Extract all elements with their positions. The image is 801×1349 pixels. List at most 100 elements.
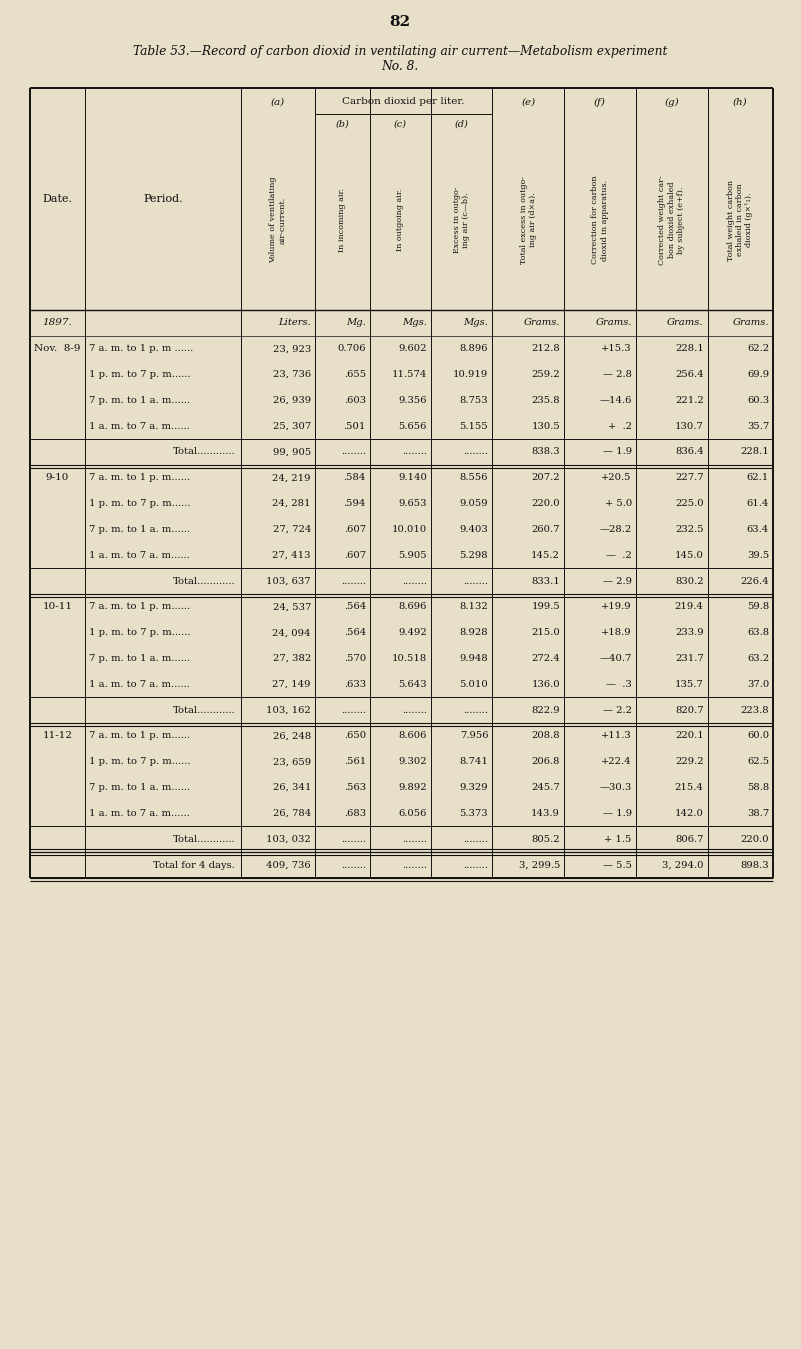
Text: 62.2: 62.2 (747, 344, 769, 353)
Text: 103, 162: 103, 162 (266, 706, 311, 715)
Text: ........: ........ (341, 835, 366, 843)
Text: 10.919: 10.919 (453, 370, 489, 379)
Text: 39.5: 39.5 (747, 550, 769, 560)
Text: 220.0: 220.0 (740, 835, 769, 843)
Text: —30.3: —30.3 (599, 784, 632, 792)
Text: 26, 939: 26, 939 (273, 395, 311, 405)
Text: (e): (e) (521, 97, 535, 107)
Text: 63.2: 63.2 (747, 654, 769, 664)
Text: 6.056: 6.056 (399, 809, 427, 817)
Text: 199.5: 199.5 (531, 603, 560, 611)
Text: .633: .633 (344, 680, 366, 689)
Text: — 2.8: — 2.8 (603, 370, 632, 379)
Text: Date.: Date. (42, 194, 72, 204)
Text: 7 a. m. to 1 p. m......: 7 a. m. to 1 p. m...... (89, 473, 190, 483)
Text: 3, 294.0: 3, 294.0 (662, 861, 703, 870)
Text: Grams.: Grams. (524, 318, 560, 328)
Text: 130.7: 130.7 (674, 422, 703, 430)
Text: 215.4: 215.4 (674, 784, 703, 792)
Text: 235.8: 235.8 (531, 395, 560, 405)
Text: 8.606: 8.606 (399, 731, 427, 741)
Text: 7 a. m. to 1 p. m ......: 7 a. m. to 1 p. m ...... (89, 344, 193, 353)
Text: .584: .584 (344, 473, 366, 483)
Text: 8.696: 8.696 (399, 603, 427, 611)
Text: 822.9: 822.9 (531, 706, 560, 715)
Text: Nov.  8-9: Nov. 8-9 (34, 344, 81, 353)
Text: 5.155: 5.155 (460, 422, 489, 430)
Text: 103, 637: 103, 637 (266, 576, 311, 585)
Text: 24, 094: 24, 094 (272, 629, 311, 637)
Text: 1 p. m. to 7 p. m......: 1 p. m. to 7 p. m...... (89, 499, 191, 509)
Text: 8.896: 8.896 (460, 344, 489, 353)
Text: 24, 281: 24, 281 (272, 499, 311, 509)
Text: 60.0: 60.0 (747, 731, 769, 741)
Text: 5.905: 5.905 (398, 550, 427, 560)
Text: 142.0: 142.0 (674, 809, 703, 817)
Text: +15.3: +15.3 (602, 344, 632, 353)
Text: 208.8: 208.8 (531, 731, 560, 741)
Text: .594: .594 (344, 499, 366, 509)
Text: 26, 341: 26, 341 (272, 784, 311, 792)
Text: 806.7: 806.7 (675, 835, 703, 843)
Text: 8.741: 8.741 (460, 757, 489, 766)
Text: 1 a. m. to 7 a. m......: 1 a. m. to 7 a. m...... (89, 550, 190, 560)
Text: Table 53.—Record of carbon dioxid in ventilating air current—Metabolism experime: Table 53.—Record of carbon dioxid in ven… (133, 46, 667, 58)
Text: (b): (b) (336, 120, 349, 128)
Text: (f): (f) (594, 97, 606, 107)
Text: (g): (g) (664, 97, 679, 107)
Text: 5.643: 5.643 (398, 680, 427, 689)
Text: —  .2: — .2 (606, 550, 632, 560)
Text: Grams.: Grams. (667, 318, 703, 328)
Text: .570: .570 (344, 654, 366, 664)
Text: 10.518: 10.518 (392, 654, 427, 664)
Text: 99, 905: 99, 905 (272, 448, 311, 456)
Text: Total............: Total............ (172, 576, 235, 585)
Text: Grams.: Grams. (732, 318, 769, 328)
Text: 206.8: 206.8 (532, 757, 560, 766)
Text: 9.356: 9.356 (399, 395, 427, 405)
Text: 58.8: 58.8 (747, 784, 769, 792)
Text: 229.2: 229.2 (675, 757, 703, 766)
Text: 8.928: 8.928 (460, 629, 489, 637)
Text: Total............: Total............ (172, 706, 235, 715)
Text: +11.3: +11.3 (601, 731, 632, 741)
Text: 10-11: 10-11 (42, 603, 72, 611)
Text: 212.8: 212.8 (531, 344, 560, 353)
Text: + 1.5: + 1.5 (605, 835, 632, 843)
Text: 1 a. m. to 7 a. m......: 1 a. m. to 7 a. m...... (89, 809, 190, 817)
Text: Mgs.: Mgs. (464, 318, 489, 328)
Text: 24, 537: 24, 537 (272, 603, 311, 611)
Text: 8.556: 8.556 (460, 473, 489, 483)
Text: 245.7: 245.7 (531, 784, 560, 792)
Text: 11-12: 11-12 (42, 731, 72, 741)
Text: — 1.9: — 1.9 (602, 809, 632, 817)
Text: 103, 032: 103, 032 (266, 835, 311, 843)
Text: 228.1: 228.1 (740, 448, 769, 456)
Text: 9.602: 9.602 (399, 344, 427, 353)
Text: ........: ........ (341, 861, 366, 870)
Text: — 2.9: — 2.9 (603, 576, 632, 585)
Text: 27, 413: 27, 413 (272, 550, 311, 560)
Text: 24, 219: 24, 219 (272, 473, 311, 483)
Text: Total............: Total............ (172, 448, 235, 456)
Text: .564: .564 (344, 603, 366, 611)
Text: 9.948: 9.948 (460, 654, 489, 664)
Text: 9.329: 9.329 (460, 784, 489, 792)
Text: 7 p. m. to 1 a. m......: 7 p. m. to 1 a. m...... (89, 395, 190, 405)
Text: Correction for carbon
dioxid in apparatus.: Correction for carbon dioxid in apparatu… (591, 175, 609, 264)
Text: —40.7: —40.7 (599, 654, 632, 664)
Text: ........: ........ (463, 706, 489, 715)
Text: Mgs.: Mgs. (402, 318, 427, 328)
Text: 231.7: 231.7 (674, 654, 703, 664)
Text: Period.: Period. (143, 194, 183, 204)
Text: 1 a. m. to 7 a. m......: 1 a. m. to 7 a. m...... (89, 422, 190, 430)
Text: — 2.2: — 2.2 (603, 706, 632, 715)
Text: 130.5: 130.5 (531, 422, 560, 430)
Text: 37.0: 37.0 (747, 680, 769, 689)
Text: 0.706: 0.706 (337, 344, 366, 353)
Text: 62.1: 62.1 (747, 473, 769, 483)
Text: 135.7: 135.7 (674, 680, 703, 689)
Text: +18.9: +18.9 (602, 629, 632, 637)
Text: ........: ........ (463, 448, 489, 456)
Text: Excess in outgo-
ing air (c—b).: Excess in outgo- ing air (c—b). (453, 186, 470, 254)
